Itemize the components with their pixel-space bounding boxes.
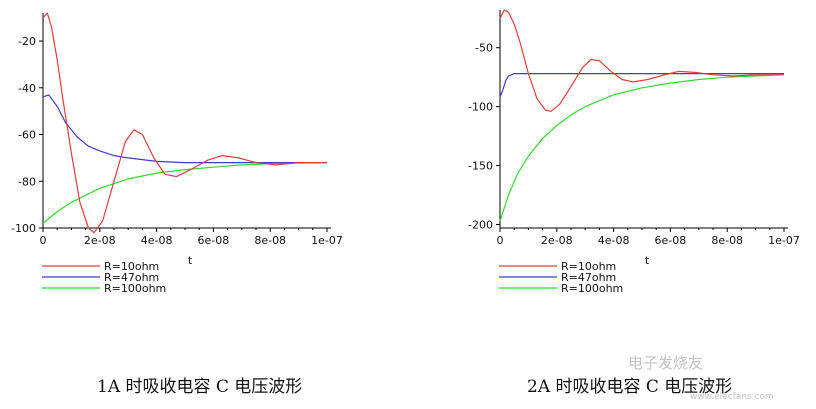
x-tick-label: 0 xyxy=(40,234,47,247)
y-tick-label: -60 xyxy=(18,129,36,142)
series-line xyxy=(42,12,327,234)
legend-label: R=100ohm xyxy=(561,282,623,295)
y-tick-label: -150 xyxy=(468,160,493,173)
x-tick-label: 0 xyxy=(497,234,504,247)
legend-label: R=47ohm xyxy=(561,271,616,284)
legend-label: R=47ohm xyxy=(104,271,159,284)
x-tick-label: 8e-08 xyxy=(711,234,743,247)
x-tick-label: 6e-08 xyxy=(198,234,230,247)
caption-2a: 2A 时吸收电容 C 电压波形 xyxy=(527,377,733,397)
x-axis-label: t xyxy=(645,254,650,267)
legend-label: R=10ohm xyxy=(561,260,616,273)
x-axis-label: t xyxy=(188,254,193,267)
series-line xyxy=(499,74,785,222)
chart-1a: 0 2e-08 4e-08 6e-08 8e-08 1e-07 -20 -40 -60 -80 -1… xyxy=(11,12,343,295)
x-tick-label: 2e-08 xyxy=(84,234,116,247)
y-tick-label: -100 xyxy=(11,222,36,235)
y-tick-label: -100 xyxy=(468,101,493,114)
series-line xyxy=(42,162,328,224)
chart-2a: 0 2e-08 4e-08 6e-08 8e-08 1e-07 -50 -100 -150 -20… xyxy=(468,9,800,295)
y-tick-label: -80 xyxy=(18,175,36,188)
caption-1a: 1A 时吸收电容 C 电压波形 xyxy=(97,377,303,397)
y-tick-label: -200 xyxy=(468,218,493,231)
x-tick-label: 1e-07 xyxy=(768,234,800,247)
y-tick-label: -50 xyxy=(475,42,493,55)
series-line xyxy=(499,9,784,112)
series-line xyxy=(42,94,327,164)
y-tick-label: -20 xyxy=(18,35,36,48)
x-tick-label: 8e-08 xyxy=(254,234,286,247)
y-tick-label: -40 xyxy=(18,82,36,95)
watermark-logo: 电子发烧友 xyxy=(628,354,704,372)
x-tick-label: 4e-08 xyxy=(141,234,173,247)
watermark-url: www.elecfans.com xyxy=(690,392,774,402)
legend-label: R=10ohm xyxy=(104,260,159,273)
x-tick-label: 4e-08 xyxy=(598,234,630,247)
x-tick-label: 1e-07 xyxy=(311,234,343,247)
x-tick-label: 2e-08 xyxy=(541,234,573,247)
x-tick-label: 6e-08 xyxy=(655,234,687,247)
legend-label: R=100ohm xyxy=(104,282,166,295)
